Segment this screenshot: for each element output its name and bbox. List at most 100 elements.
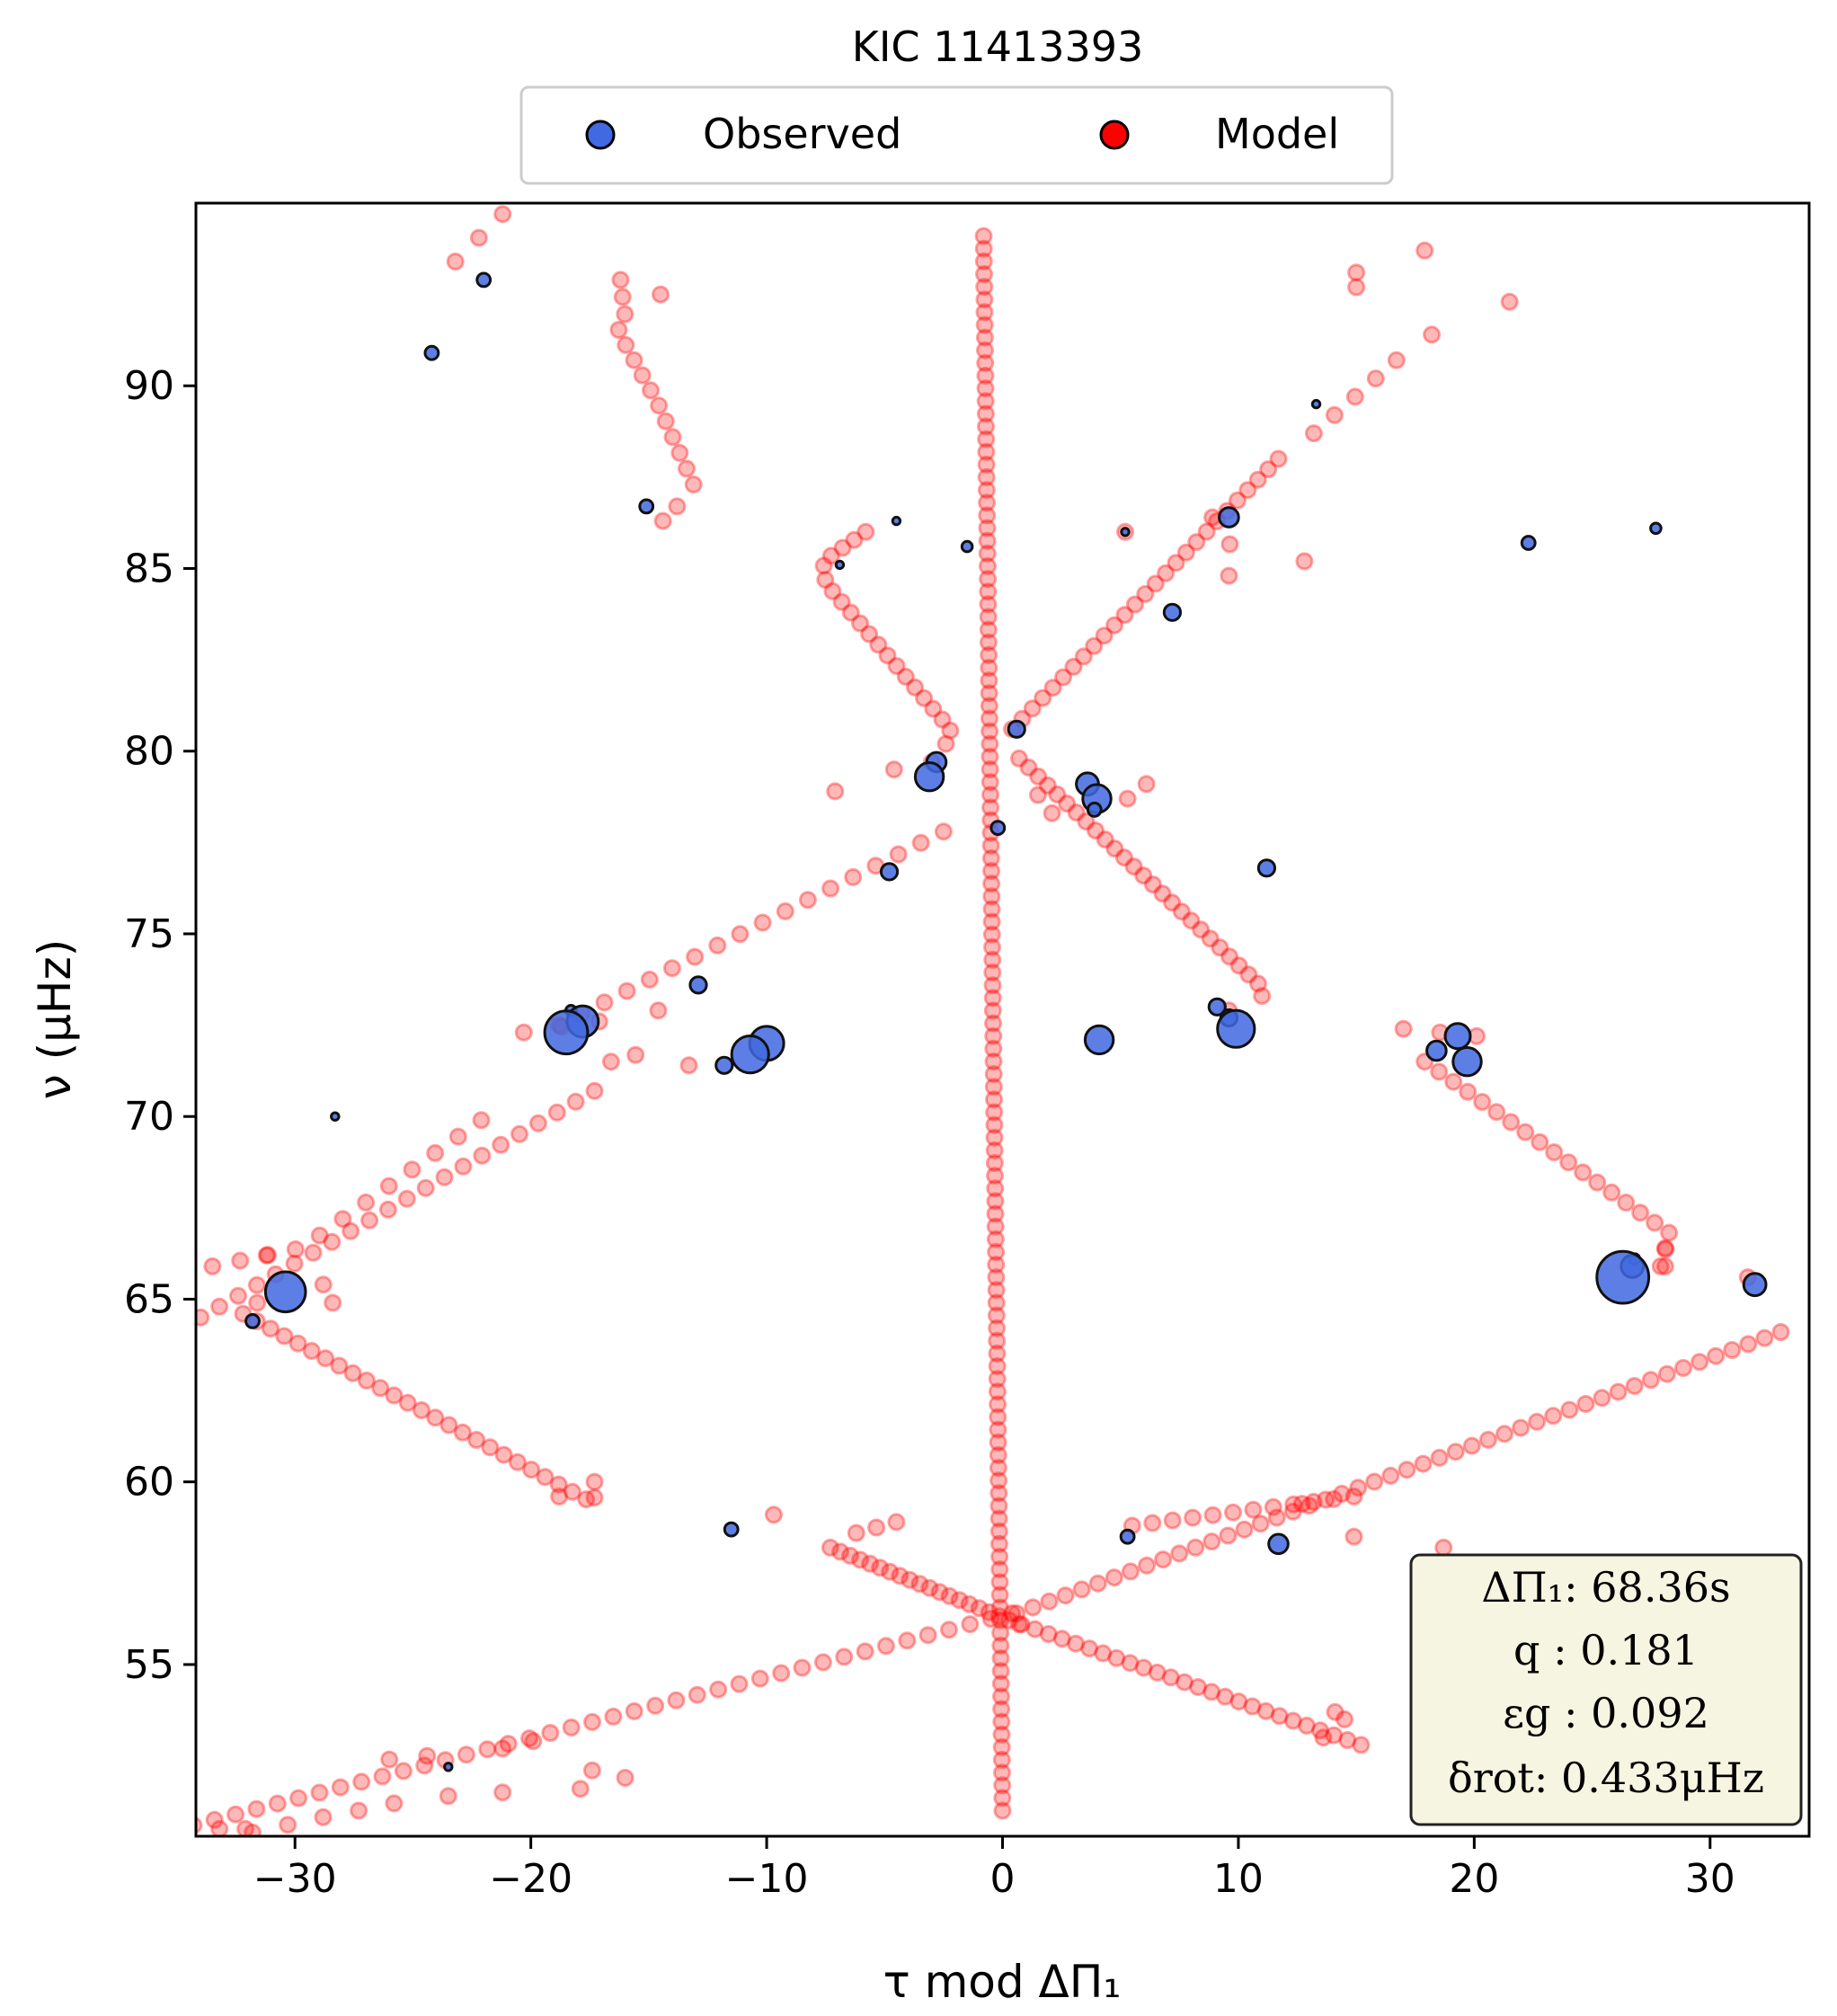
model-point [1121,1562,1140,1581]
model-point [413,1401,430,1419]
model-point [547,1103,566,1122]
model-point [1107,1648,1126,1667]
model-point [988,1382,1007,1401]
model-point [279,1816,297,1834]
model-point [662,959,681,978]
model-point [1559,1153,1578,1172]
x-tick-label: −30 [253,1856,337,1902]
model-point [940,1586,959,1605]
model-point [984,1052,1003,1070]
model-point [823,582,842,600]
model-point [1739,1335,1758,1354]
model-point [1197,522,1216,541]
model-point [1003,1604,1021,1622]
model-point [731,925,750,944]
model-point [196,1308,210,1327]
model-point [772,1664,791,1683]
model-point [1202,1683,1221,1701]
model-point [357,1372,376,1390]
model-point [832,592,851,611]
model-point [989,1395,1007,1414]
model-point [1657,1364,1676,1383]
model-point [231,1251,250,1270]
model-point [993,1801,1012,1820]
model-point [1087,821,1105,839]
model-point [813,1653,832,1672]
model-point [481,1438,500,1457]
model-point [1325,1489,1344,1508]
model-point [1576,1395,1595,1413]
model-point [1052,1630,1071,1648]
observed-point [730,1035,770,1075]
model-point [1284,1495,1303,1514]
observed-point [1119,1528,1136,1545]
model-point [616,305,635,324]
model-point [1121,1654,1140,1673]
model-point [988,1331,1007,1350]
y-tick-label: 80 [124,729,174,775]
model-point [646,1696,665,1715]
model-point [1545,1143,1564,1161]
model-point [981,836,1000,855]
model-point [210,1297,229,1316]
model-point [1269,449,1288,468]
x-tick-label: 0 [990,1856,1016,1902]
y-tick-label: 55 [124,1642,174,1688]
model-point [1326,1702,1344,1721]
model-point [974,252,993,271]
model-point [585,1488,604,1507]
model-point [911,833,930,852]
model-point [1229,1692,1248,1711]
model-point [1163,1511,1182,1530]
model-point [1574,1163,1593,1182]
model-point [1297,1716,1316,1735]
legend-label-model: Model [1215,110,1339,158]
model-point [226,1805,245,1824]
model-point [1434,1538,1453,1557]
model-point [980,659,998,677]
model-point [975,315,994,334]
model-point [582,1761,601,1780]
model-point [1248,470,1267,489]
model-point [663,428,682,447]
model-point [982,912,1001,931]
model-point [454,1157,473,1176]
model-point [841,1546,859,1565]
model-point [1771,1323,1790,1341]
model-point [881,1562,900,1581]
model-point [323,1232,342,1251]
model-point [983,989,1002,1008]
model-point [617,981,636,1000]
observed-point [1520,535,1537,551]
model-point [492,1135,510,1154]
model-point [1184,1508,1202,1527]
model-point [473,1146,492,1165]
observed-point [1443,1022,1472,1051]
model-point [1336,1710,1353,1728]
model-point [1264,1497,1282,1516]
model-point [1125,595,1144,614]
model-point [1487,1103,1506,1122]
model-point [950,1591,969,1610]
model-point [869,635,888,654]
model-point [991,1623,1010,1642]
model-point [684,475,703,493]
model-point [259,1246,277,1265]
model-point [975,328,994,347]
model-point [244,1823,262,1836]
model-point [987,1242,1006,1261]
model-point [426,1143,445,1162]
model-point [1478,1430,1497,1449]
model-point [1137,775,1156,794]
model-point [1192,920,1211,939]
model-point [1345,387,1364,406]
model-point [987,1281,1006,1300]
model-point [1691,1353,1709,1372]
model-point [1516,1123,1535,1141]
model-point [975,290,994,309]
model-point [342,1221,360,1240]
model-point [982,925,1001,944]
model-point [314,1275,333,1294]
legend: Observed Model [519,85,1394,185]
